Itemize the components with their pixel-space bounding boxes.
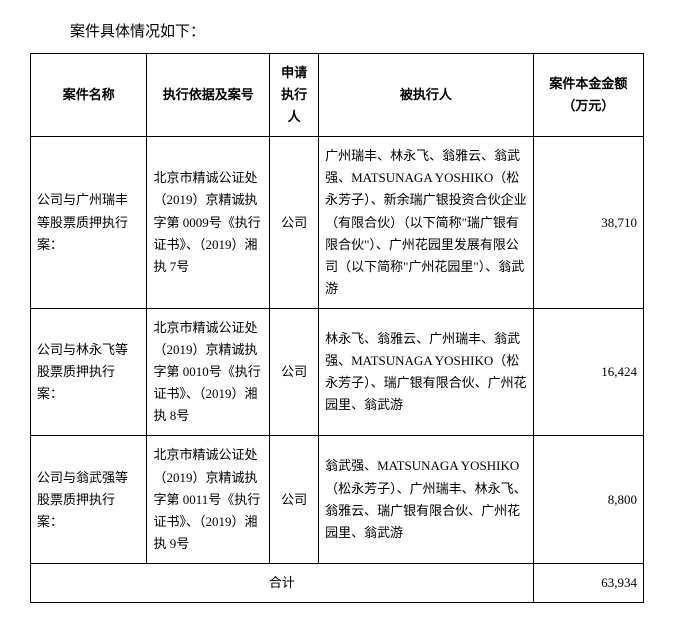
- cell-applicant: 公司: [270, 308, 319, 435]
- total-label: 合计: [31, 563, 534, 602]
- cell-applicant: 公司: [270, 137, 319, 309]
- cell-executed: 广州瑞丰、林永飞、翁雅云、翁武强、MATSUNAGA YOSHIKO（松永芳子）…: [319, 137, 534, 309]
- total-amount: 63,934: [533, 563, 643, 602]
- intro-text: 案件具体情况如下：: [70, 20, 644, 41]
- header-applicant: 申请执行人: [270, 54, 319, 137]
- cell-executed: 林永飞、翁雅云、广州瑞丰、翁武强、MATSUNAGA YOSHIKO（松永芳子）…: [319, 308, 534, 435]
- cell-case-name: 公司与翁武强等股票质押执行案：: [31, 436, 147, 563]
- cell-case-name: 公司与林永飞等股票质押执行案：: [31, 308, 147, 435]
- cell-amount: 38,710: [533, 137, 643, 309]
- table-row: 公司与翁武强等股票质押执行案： 北京市精诚公证处（2019）京精诚执字第 001…: [31, 436, 644, 563]
- table-row: 公司与林永飞等股票质押执行案： 北京市精诚公证处（2019）京精诚执字第 001…: [31, 308, 644, 435]
- cell-case-name: 公司与广州瑞丰等股票质押执行案：: [31, 137, 147, 309]
- cell-basis: 北京市精诚公证处（2019）京精诚执字第 0011号《执行证书》、（2019）湘…: [147, 436, 270, 563]
- cell-applicant: 公司: [270, 436, 319, 563]
- table-header-row: 案件名称 执行依据及案号 申请执行人 被执行人 案件本金金额（万元）: [31, 54, 644, 137]
- cell-amount: 16,424: [533, 308, 643, 435]
- cell-executed: 翁武强、MATSUNAGA YOSHIKO（松永芳子）、广州瑞丰、林永飞、翁雅云…: [319, 436, 534, 563]
- cell-basis: 北京市精诚公证处（2019）京精诚执字第 0010号《执行证书》、（2019）湘…: [147, 308, 270, 435]
- case-table: 案件名称 执行依据及案号 申请执行人 被执行人 案件本金金额（万元） 公司与广州…: [30, 53, 644, 603]
- cell-basis: 北京市精诚公证处（2019）京精诚执字第 0009号《执行证书》、（2019）湘…: [147, 137, 270, 309]
- header-case-name: 案件名称: [31, 54, 147, 137]
- table-total-row: 合计 63,934: [31, 563, 644, 602]
- header-amount: 案件本金金额（万元）: [533, 54, 643, 137]
- cell-amount: 8,800: [533, 436, 643, 563]
- header-basis: 执行依据及案号: [147, 54, 270, 137]
- header-executed: 被执行人: [319, 54, 534, 137]
- table-row: 公司与广州瑞丰等股票质押执行案： 北京市精诚公证处（2019）京精诚执字第 00…: [31, 137, 644, 309]
